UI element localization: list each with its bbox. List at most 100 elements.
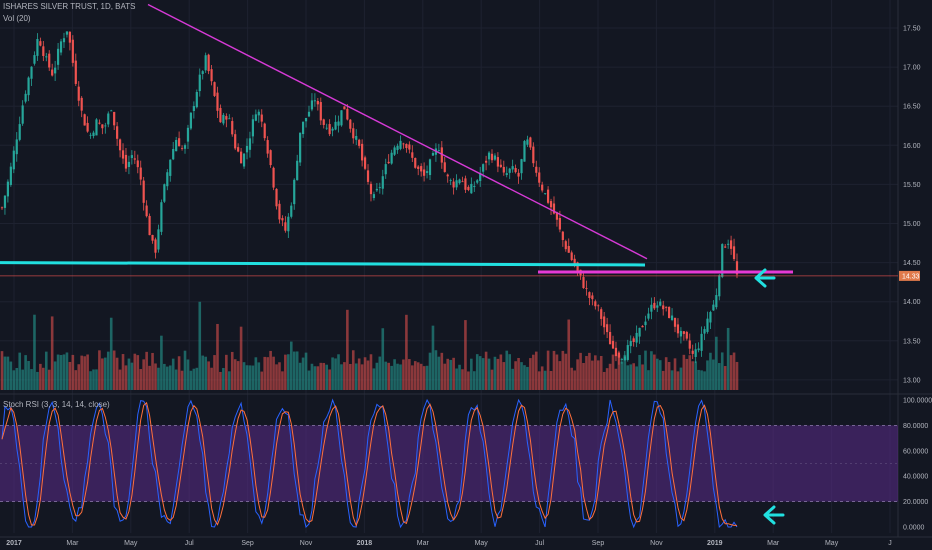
candle-body — [361, 143, 364, 161]
candle-body — [381, 176, 384, 189]
volume-bar — [667, 361, 671, 390]
candle-body — [576, 262, 579, 271]
candle-body — [520, 159, 523, 174]
candle-body — [118, 139, 122, 151]
volume-bar — [109, 317, 113, 390]
volume-bar — [198, 301, 202, 390]
price-tick-label: 15.00 — [903, 221, 921, 228]
volume-bar — [42, 367, 45, 390]
volume-bar — [298, 362, 302, 390]
volume-bar — [65, 352, 69, 390]
volume-bar — [546, 350, 550, 390]
volume-bar — [47, 369, 51, 390]
candle-body — [470, 183, 473, 194]
volume-bar — [688, 355, 692, 390]
volume-bar — [588, 352, 591, 390]
volume-bar — [354, 363, 358, 390]
candle-body — [493, 155, 497, 160]
volume-bar — [230, 351, 234, 390]
candle-body — [154, 239, 157, 253]
volume-bar — [80, 355, 83, 390]
stoch-tick-label: 60.0000 — [903, 448, 928, 455]
volume-bar — [493, 356, 497, 390]
candle-body — [45, 56, 48, 58]
candle-body — [464, 178, 467, 190]
volume-bar — [357, 358, 361, 390]
price-tick-label: 17.00 — [903, 65, 921, 72]
candle-body — [411, 152, 414, 158]
volume-bar — [337, 354, 340, 390]
candle-body — [570, 252, 573, 261]
candle-body — [505, 173, 508, 176]
candle-body — [606, 324, 609, 333]
candle-body — [287, 216, 290, 232]
volume-bar — [124, 365, 128, 390]
volume-bar — [121, 354, 125, 390]
candle-body — [620, 359, 623, 360]
volume-bar — [160, 335, 163, 390]
candle-body — [56, 48, 60, 65]
candle-body — [588, 292, 591, 298]
candle-body — [121, 150, 125, 159]
volume-bar — [378, 356, 382, 390]
candle-body — [396, 145, 399, 151]
candle-body — [514, 168, 517, 173]
volume-bar — [307, 370, 311, 390]
volume-bar — [594, 355, 597, 390]
volume-bar — [656, 358, 659, 390]
candle-body — [328, 124, 331, 135]
candle-body — [281, 218, 284, 221]
volume-bar — [154, 363, 157, 390]
candle-body — [160, 202, 163, 232]
candle-body — [446, 174, 449, 177]
candle-body — [322, 119, 325, 125]
volume-bar — [523, 365, 526, 390]
volume-bar — [33, 314, 36, 390]
candle-body — [668, 307, 671, 318]
volume-bar — [484, 351, 488, 390]
price-tick-label: 13.00 — [903, 377, 921, 384]
candle-body — [222, 114, 225, 124]
candle-body — [65, 31, 69, 35]
candle-body — [71, 39, 74, 63]
candle-body — [541, 184, 544, 191]
volume-bar — [608, 363, 612, 390]
volume-bar — [644, 350, 647, 390]
candle-body — [166, 172, 169, 187]
candle-body — [301, 121, 305, 135]
volume-bar — [239, 326, 243, 390]
volume-bar — [118, 369, 122, 390]
volume-bar — [248, 365, 252, 390]
volume-bar — [425, 365, 429, 390]
volume-bar — [723, 366, 727, 390]
volume-bar — [564, 353, 568, 390]
candle-body — [479, 173, 482, 181]
candle-body — [414, 157, 417, 168]
volume-bar — [697, 369, 700, 390]
volume-bar — [289, 341, 293, 390]
candle-body — [635, 332, 638, 343]
volume-bar — [481, 358, 485, 390]
volume-bar — [431, 325, 435, 390]
volume-bar — [470, 358, 473, 390]
candle-body — [440, 147, 443, 163]
candle-body — [703, 329, 706, 334]
candle-body — [508, 168, 511, 173]
volume-bar — [295, 351, 299, 390]
candle-body — [555, 212, 559, 220]
volume-bar — [532, 354, 535, 390]
candle-body — [685, 331, 688, 339]
candle-body — [207, 54, 210, 72]
volume-bar — [576, 359, 579, 390]
candle-body — [582, 277, 585, 289]
volume-bar — [455, 368, 458, 390]
candle-body — [372, 194, 376, 199]
volume-bar — [650, 351, 653, 390]
volume-bar — [472, 371, 476, 390]
volume-bar — [340, 364, 343, 390]
candle-body — [597, 305, 600, 307]
volume-bar — [596, 360, 600, 390]
candle-body — [127, 161, 131, 167]
volume-bar — [292, 351, 296, 390]
